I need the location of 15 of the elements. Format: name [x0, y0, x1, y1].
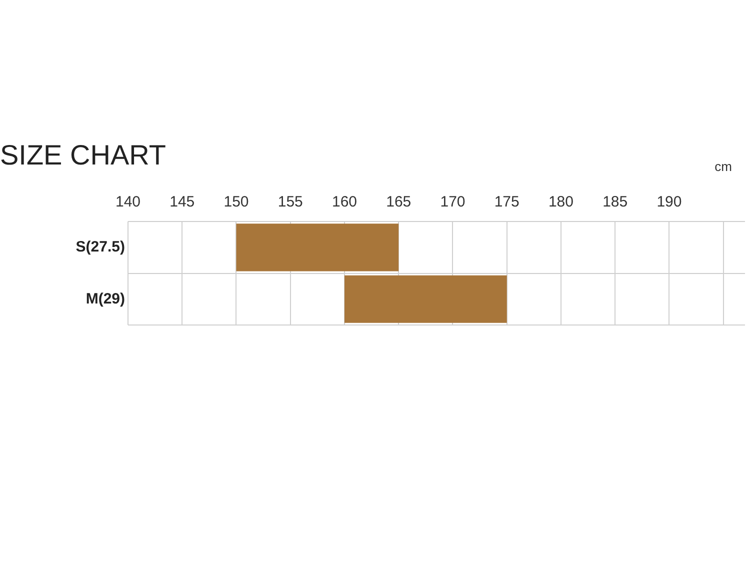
x-tick-label: 185 — [602, 194, 628, 211]
chart-title: SIZE CHART — [0, 140, 166, 171]
x-axis-title: cm — [714, 159, 732, 174]
y-tick-label: S(27.5) — [76, 238, 125, 256]
x-tick-label: 180 — [548, 194, 574, 211]
x-tick-label: 155 — [278, 194, 303, 211]
x-tick-label: 165 — [386, 194, 412, 211]
x-tick-label: 175 — [494, 194, 520, 211]
x-tick-label: 170 — [440, 194, 466, 211]
x-tick-label: 160 — [332, 194, 358, 211]
x-tick-label: 140 — [115, 194, 141, 211]
y-tick-label: M(29) — [86, 290, 126, 308]
x-tick-label: 190 — [656, 194, 682, 211]
x-tick-label: 150 — [224, 194, 249, 211]
x-tick-label: 145 — [170, 194, 195, 211]
